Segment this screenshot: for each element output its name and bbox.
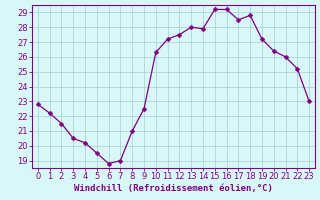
X-axis label: Windchill (Refroidissement éolien,°C): Windchill (Refroidissement éolien,°C) <box>74 184 273 193</box>
